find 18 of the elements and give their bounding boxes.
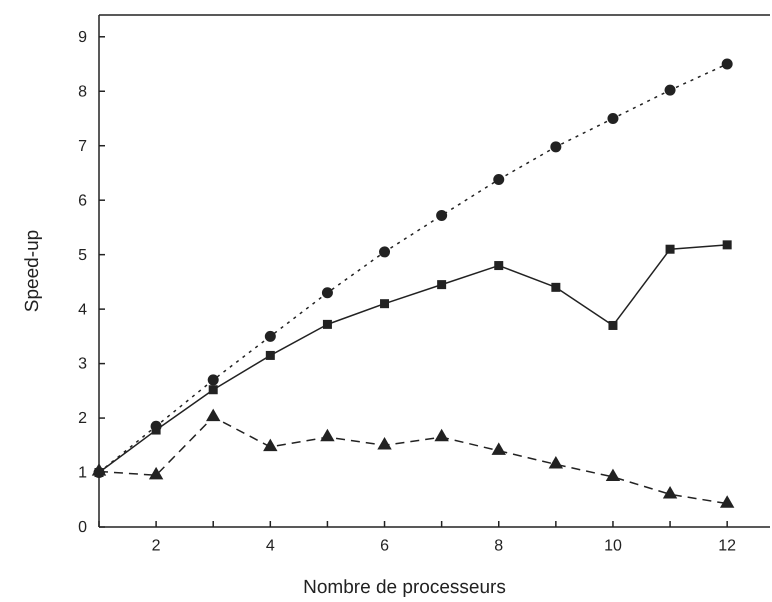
y-tick-label: 5 (78, 246, 88, 264)
y-tick-label: 6 (78, 192, 88, 210)
y-tick-label: 7 (78, 138, 88, 155)
y-tick-label: 1 (78, 464, 88, 482)
x-tick-label: 10 (604, 537, 622, 554)
x-tick-label: 2 (152, 537, 161, 554)
y-tick-label: 8 (78, 83, 88, 100)
y-axis-title: Speed-up (22, 230, 43, 312)
y-tick-label: 3 (78, 356, 88, 373)
x-tick-label: 12 (718, 537, 736, 554)
x-axis-title: Nombre de processeurs (303, 577, 506, 598)
x-tick-label: 4 (266, 537, 275, 554)
y-tick-label: 9 (78, 28, 88, 46)
x-tick-label: 8 (494, 537, 504, 554)
y-tick-label: 4 (78, 301, 88, 318)
y-tick-label: 2 (78, 410, 88, 428)
x-tick-label: 6 (380, 537, 390, 554)
y-tick-label: 0 (78, 519, 88, 536)
